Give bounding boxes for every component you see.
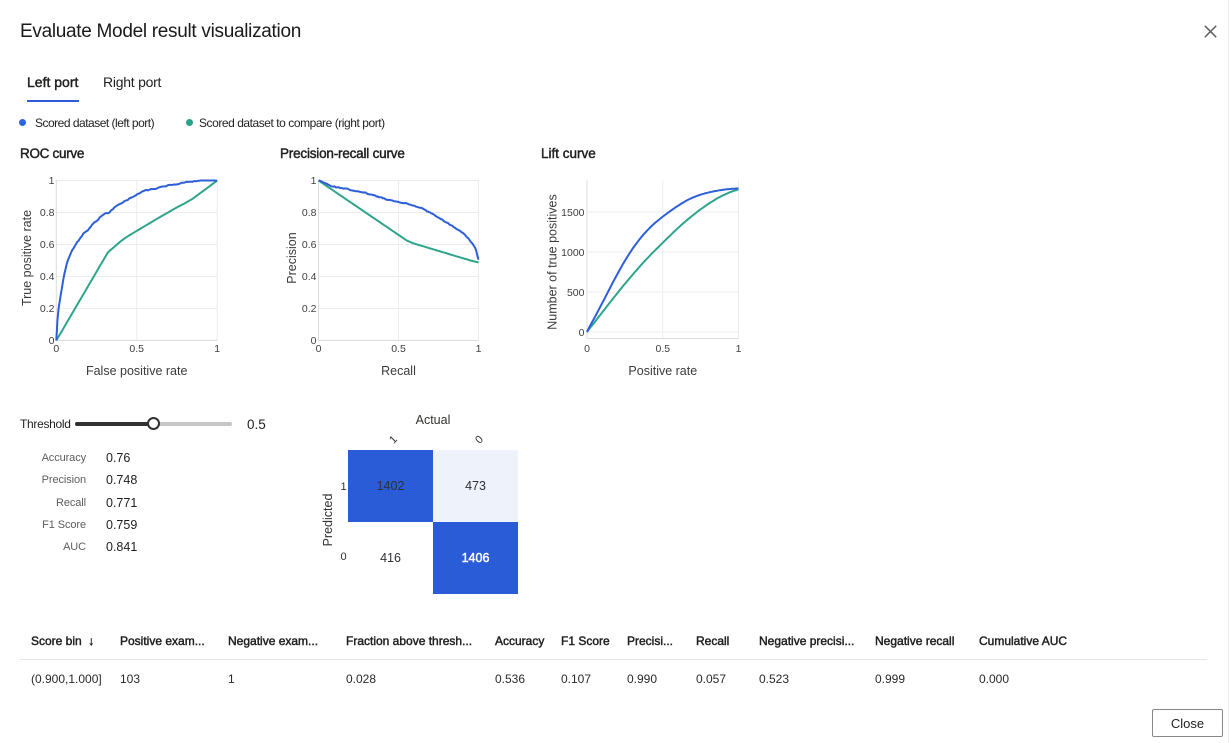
svg-text:0: 0 [584,343,590,355]
svg-text:0.5: 0.5 [391,343,406,355]
svg-text:1: 1 [736,343,742,355]
svg-text:Precision: Precision [285,232,299,283]
svg-text:1: 1 [49,175,55,187]
svg-text:0.6: 0.6 [302,239,317,251]
svg-text:0.8: 0.8 [40,207,55,219]
svg-text:0.2: 0.2 [302,303,317,315]
svg-text:0.6: 0.6 [40,239,55,251]
svg-text:1: 1 [311,175,317,187]
svg-text:1: 1 [214,343,220,355]
svg-text:0.8: 0.8 [302,207,317,219]
svg-text:Recall: Recall [381,364,416,378]
svg-text:0: 0 [316,343,322,355]
svg-text:0: 0 [49,335,55,347]
svg-text:True positive rate: True positive rate [20,210,34,306]
svg-text:0.2: 0.2 [40,303,55,315]
svg-text:False positive rate: False positive rate [86,364,187,378]
svg-text:0.4: 0.4 [40,271,55,283]
svg-text:1000: 1000 [561,247,585,259]
svg-text:500: 500 [567,287,585,299]
svg-text:0: 0 [311,335,317,347]
svg-text:0.5: 0.5 [129,343,144,355]
svg-text:0: 0 [53,343,59,355]
svg-text:1: 1 [476,343,482,355]
svg-text:1500: 1500 [561,207,585,219]
svg-text:0.5: 0.5 [655,343,670,355]
svg-text:Number of true positives: Number of true positives [546,194,560,329]
svg-text:Positive rate: Positive rate [628,364,697,378]
svg-text:0.4: 0.4 [302,271,317,283]
svg-text:0: 0 [579,327,585,339]
